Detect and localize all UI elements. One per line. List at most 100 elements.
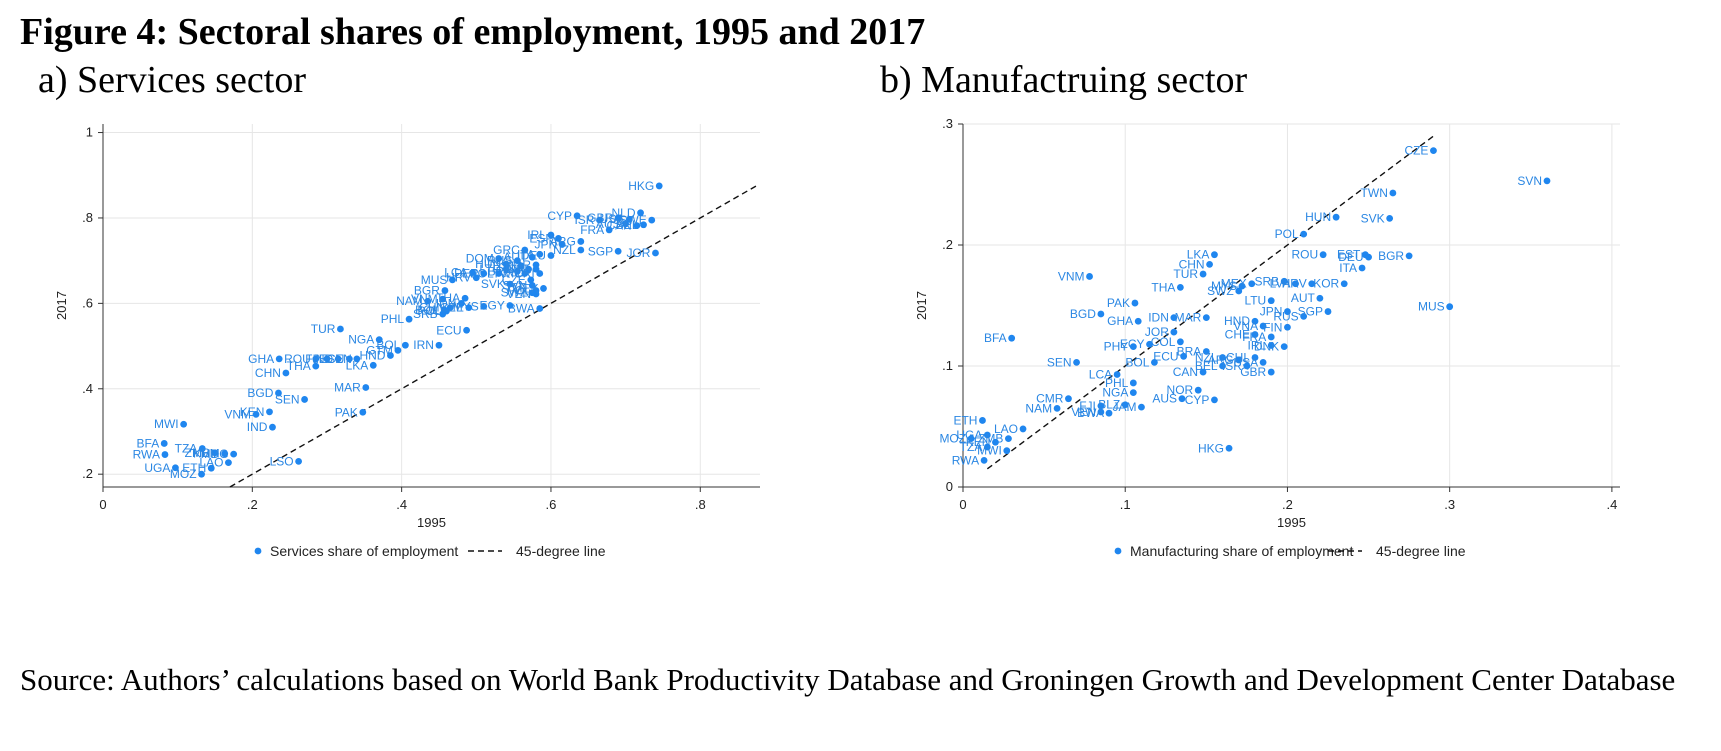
manufacturing-point-label-43: PHY bbox=[1104, 340, 1129, 354]
services-point-ind-67 bbox=[334, 355, 342, 363]
manufacturing-point-idn-31 bbox=[1170, 314, 1178, 321]
services-point-label-8: FRA bbox=[580, 223, 604, 237]
services-point-label-63: IRN bbox=[413, 338, 434, 352]
manufacturing-point-isr-55 bbox=[1243, 362, 1251, 370]
services-point-rou-65 bbox=[312, 355, 320, 363]
services-point-label-59: TUR bbox=[311, 322, 336, 336]
services-point-label-25: EST bbox=[493, 259, 517, 273]
manufacturing-point-label-41: COL bbox=[1151, 335, 1176, 349]
manufacturing-point-label-24: LTU bbox=[1244, 294, 1266, 308]
manufacturing-point-label-0: CZE bbox=[1404, 144, 1428, 158]
services-ytick-label-3: .8 bbox=[82, 210, 93, 225]
manufacturing-point-label-25: PAK bbox=[1107, 296, 1130, 310]
manufacturing-point-ecu-47 bbox=[1180, 352, 1188, 360]
manufacturing-point-jpn-27 bbox=[1284, 308, 1291, 315]
manufacturing-point-label-8: DEU bbox=[1338, 250, 1363, 264]
services-point-col-32 bbox=[495, 270, 503, 277]
services-point-label-24: HUN bbox=[475, 257, 501, 271]
manufacturing-xtick-label-1: .1 bbox=[1120, 497, 1131, 512]
services-point-ita-20 bbox=[536, 250, 544, 258]
manufacturing-point-ltu-24 bbox=[1267, 297, 1275, 305]
panel-b-title: b) Manufactruing sector bbox=[880, 59, 1248, 101]
services-point-label-58: CZE bbox=[440, 301, 464, 315]
services-point-label-16: SGP bbox=[588, 244, 613, 258]
manufacturing-xlabel: 1995 bbox=[1277, 515, 1306, 530]
manufacturing-point-label-57: GBR bbox=[1240, 365, 1266, 379]
manufacturing-point-bwa-70 bbox=[1105, 409, 1113, 417]
manufacturing-point-cmr-64 bbox=[1065, 395, 1072, 403]
services-point-label-13: JPN bbox=[534, 237, 557, 251]
manufacturing-point-label-12: CHN bbox=[1179, 257, 1205, 271]
services-point-label-15: NZL bbox=[553, 243, 576, 257]
manufacturing-point-chn-12 bbox=[1206, 260, 1213, 268]
manufacturing-point-jam-68 bbox=[1138, 403, 1145, 411]
services-point-label-89: LAO bbox=[199, 456, 223, 470]
manufacturing-legend-label-0: Manufacturing share of employment bbox=[1130, 543, 1353, 559]
services-point-bel-10 bbox=[640, 221, 647, 229]
manufacturing-point-label-30: BGD bbox=[1070, 307, 1096, 321]
manufacturing-point-swz-18 bbox=[1235, 287, 1243, 295]
manufacturing-point-mar-32 bbox=[1202, 314, 1210, 321]
services-point-khm-86 bbox=[221, 450, 229, 458]
services-point-ind-81 bbox=[269, 423, 276, 431]
services-point-irl-11 bbox=[547, 231, 555, 239]
manufacturing-point-uga-73 bbox=[983, 431, 991, 439]
services-point-lso-93 bbox=[295, 457, 303, 465]
services-point-jpn-13 bbox=[558, 241, 566, 248]
manufacturing-point-gha-33 bbox=[1134, 317, 1142, 325]
manufacturing-point-label-23: AUT bbox=[1291, 291, 1316, 305]
services-point-rus-23 bbox=[513, 257, 521, 265]
services-point-label-67: IND bbox=[313, 352, 334, 366]
manufacturing-point-label-79: RWA bbox=[952, 453, 979, 467]
manufacturing-point-label-33: GHA bbox=[1107, 314, 1133, 328]
services-point-ecu-68 bbox=[345, 355, 353, 363]
panel-a-title: a) Services sector bbox=[38, 59, 306, 101]
manufacturing-point-ven-69 bbox=[1097, 408, 1105, 416]
services-point-phl-55 bbox=[405, 315, 413, 323]
manufacturing-point-rus-28 bbox=[1300, 312, 1308, 320]
services-point-label-52: MEX bbox=[512, 281, 538, 295]
manufacturing-point-label-21: HRV bbox=[1282, 277, 1307, 291]
services-point-label-43: VEN bbox=[506, 287, 531, 301]
manufacturing-point-label-37: JOR bbox=[1145, 325, 1169, 339]
services-point-vnm-47 bbox=[439, 295, 447, 303]
services-xtick-label-3: .6 bbox=[546, 497, 557, 512]
services-point-label-85: ZMB bbox=[185, 446, 210, 460]
manufacturing-point-chl-50 bbox=[1251, 354, 1259, 361]
services-point-label-5: GBR bbox=[587, 211, 613, 225]
manufacturing-point-irl-44 bbox=[1267, 342, 1275, 349]
services-point-sen-77 bbox=[301, 396, 308, 403]
services-point-label-12: ESP bbox=[529, 231, 553, 245]
manufacturing-legend-marker-0 bbox=[1114, 547, 1122, 555]
services-point-esp-12 bbox=[555, 235, 562, 242]
services-point-label-41: BGR bbox=[414, 284, 440, 298]
services-xlabel: 1995 bbox=[417, 515, 446, 530]
manufacturing-point-label-68: JAM bbox=[1112, 400, 1136, 414]
services-point-mex-52 bbox=[540, 285, 547, 292]
manufacturing-point-label-53: SEN bbox=[1047, 355, 1072, 369]
services-point-twn-30 bbox=[521, 270, 529, 277]
manufacturing-point-label-39: FRA bbox=[1242, 330, 1266, 344]
manufacturing-point-jor-37 bbox=[1170, 328, 1178, 336]
manufacturing-point-label-5: POL bbox=[1275, 227, 1299, 241]
services-point-can-7 bbox=[633, 222, 641, 230]
services-ytick-label-0: .2 bbox=[82, 466, 93, 481]
services-45-degree-line bbox=[229, 185, 757, 488]
manufacturing-point-svn-1 bbox=[1543, 177, 1551, 185]
manufacturing-point-label-27: JPN bbox=[1260, 305, 1283, 319]
manufacturing-point-bgr-9 bbox=[1405, 252, 1413, 260]
manufacturing-ylabel: 2017 bbox=[914, 291, 929, 320]
services-point-label-42: MUS bbox=[421, 273, 448, 287]
manufacturing-point-nga-61 bbox=[1129, 389, 1137, 397]
manufacturing-point-label-2: TWN bbox=[1361, 186, 1388, 200]
services-point-label-47: VNM bbox=[411, 292, 438, 306]
services-point-bra-28 bbox=[513, 267, 521, 275]
manufacturing-point-aut-23 bbox=[1316, 294, 1324, 302]
manufacturing-point-label-35: VNA bbox=[1233, 319, 1258, 333]
manufacturing-point-phy-43 bbox=[1129, 343, 1137, 351]
services-point-label-1: CYP bbox=[547, 209, 572, 223]
services-point-mar-75 bbox=[362, 384, 370, 391]
services-point-label-81: IND bbox=[247, 420, 268, 434]
manufacturing-point-label-14: VNM bbox=[1058, 269, 1085, 283]
services-point-mus-42 bbox=[449, 276, 456, 284]
